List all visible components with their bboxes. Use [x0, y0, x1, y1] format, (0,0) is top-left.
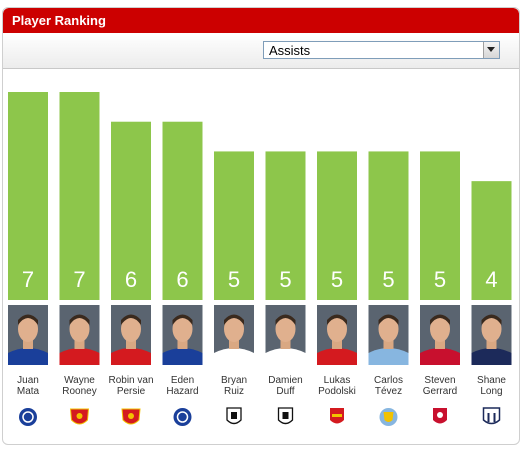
player-name[interactable]: Shane Long — [466, 375, 518, 397]
metric-select-value: Assists — [269, 43, 311, 58]
player-name-line: Wayne — [64, 375, 95, 386]
player-name-line: Robin van — [108, 375, 154, 386]
player-name[interactable]: Wayne Rooney — [54, 375, 106, 397]
player-photo[interactable] — [59, 305, 100, 365]
player-name-line: Gerrard — [422, 386, 458, 397]
bar-5[interactable] — [265, 151, 306, 300]
player-name[interactable]: Carlos Tévez — [363, 375, 415, 397]
chelsea-crest-icon — [173, 408, 192, 426]
bar-7[interactable] — [368, 151, 409, 300]
player-name-line: Steven — [424, 375, 456, 386]
value-label: 5 — [279, 267, 292, 292]
player-name[interactable]: Steven Gerrard — [414, 375, 466, 397]
liverpool-crest-icon — [433, 408, 447, 424]
player-name-line: Eden — [170, 375, 195, 386]
widget-title: Player Ranking — [12, 13, 106, 28]
bar-9[interactable] — [471, 181, 512, 300]
bar-4[interactable] — [214, 151, 254, 300]
player-name-line: Podolski — [318, 386, 356, 397]
bar-8[interactable] — [420, 151, 460, 300]
manchester-city-crest-icon — [379, 408, 398, 426]
player-name-line: Bryan — [220, 375, 248, 386]
player-name-line: Long — [480, 386, 503, 397]
player-name-line: Lukas — [323, 375, 351, 386]
bar-0[interactable] — [8, 92, 48, 300]
value-label: 5 — [433, 267, 447, 292]
value-label: 5 — [382, 267, 395, 292]
value-label: 7 — [73, 267, 86, 292]
player-photo[interactable] — [111, 305, 151, 365]
player-photo[interactable] — [162, 305, 203, 365]
player-name[interactable]: Juan Mata — [2, 375, 54, 397]
bar-3[interactable] — [162, 121, 203, 300]
manchester-united-crest-icon — [121, 408, 141, 425]
player-name-line: Damien — [268, 375, 303, 386]
player-photo[interactable] — [471, 305, 512, 365]
arsenal-crest-icon — [330, 408, 344, 424]
player-name-line: Persie — [116, 386, 146, 397]
player-name-line: Carlos — [374, 375, 403, 386]
player-photo[interactable] — [8, 305, 48, 365]
player-photo[interactable] — [317, 305, 357, 365]
player-name-line: Juan — [17, 375, 39, 386]
west-brom-crest-icon — [482, 407, 501, 425]
player-photo[interactable] — [265, 305, 306, 365]
value-label: 5 — [227, 267, 241, 292]
player-name[interactable]: Damien Duff — [260, 375, 312, 397]
chevron-down-icon — [487, 47, 495, 52]
player-name[interactable]: Bryan Ruiz — [208, 375, 260, 397]
player-name-line: Rooney — [62, 386, 97, 397]
dropdown-arrow-button[interactable] — [483, 42, 499, 58]
chelsea-crest-icon — [19, 408, 37, 426]
player-name[interactable]: Robin van Persie — [105, 375, 157, 397]
fulham-crest-icon — [226, 407, 242, 425]
player-name-line: Hazard — [166, 386, 199, 397]
value-label: 4 — [485, 267, 498, 292]
bar-1[interactable] — [59, 92, 100, 300]
player-name-line: Tévez — [374, 386, 403, 397]
player-name-line: Ruiz — [223, 386, 244, 397]
player-photo[interactable] — [420, 305, 460, 365]
bar-2[interactable] — [111, 121, 151, 300]
player-name[interactable]: Eden Hazard — [157, 375, 209, 397]
value-label: 5 — [330, 267, 344, 292]
widget-toolbar: Assists — [3, 33, 519, 69]
player-name-line: Mata — [16, 386, 40, 397]
value-label: 6 — [176, 267, 189, 292]
bar-6[interactable] — [317, 151, 357, 300]
metric-select[interactable]: Assists — [263, 41, 500, 59]
manchester-united-crest-icon — [69, 408, 90, 425]
widget-header: Player Ranking — [3, 8, 519, 33]
player-name-line: Duff — [276, 386, 295, 397]
fulham-crest-icon — [277, 407, 294, 425]
value-label: 7 — [21, 267, 35, 292]
player-name-line: Shane — [477, 375, 506, 386]
player-photo[interactable] — [214, 305, 254, 365]
player-photo[interactable] — [368, 305, 409, 365]
value-label: 6 — [124, 267, 138, 292]
player-name[interactable]: Lukas Podolski — [311, 375, 363, 397]
